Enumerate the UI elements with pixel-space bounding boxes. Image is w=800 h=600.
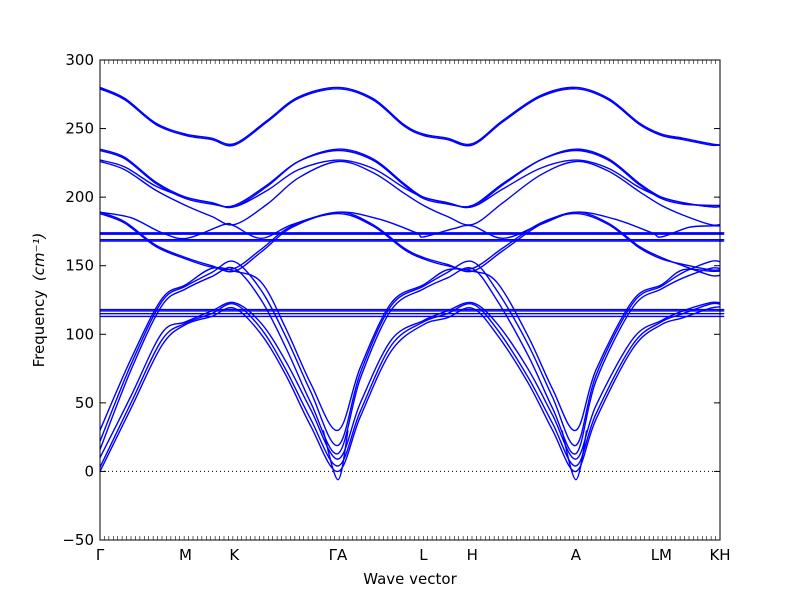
y-tick-label: 100 (65, 325, 94, 343)
x-tick-label: ΓA (329, 546, 348, 564)
plot-frame (99, 59, 721, 541)
tick-layer (99, 59, 721, 541)
x-tick-label: M (179, 546, 192, 564)
x-tick-label: L (419, 546, 428, 564)
y-tick-label: 0 (84, 462, 94, 480)
phonon-branch-12 (99, 212, 721, 271)
y-axis-label-text: Frequency (30, 290, 48, 368)
phonon-branch-18 (99, 160, 721, 226)
phonon-branch-21 (99, 149, 721, 208)
y-tick-label: 300 (65, 51, 94, 69)
series-layer (99, 86, 725, 481)
phonon-branch-6 (99, 266, 721, 431)
y-tick-label: 250 (65, 120, 94, 138)
y-tick-label: −50 (62, 531, 94, 549)
phonon-branch-17 (99, 211, 721, 240)
phonon-branch-22 (99, 86, 721, 146)
x-axis-label: Wave vector (363, 570, 457, 588)
phonon-branch-25 (561, 430, 588, 481)
phonon-branch-23 (99, 88, 721, 147)
x-tick-label: H (467, 546, 478, 564)
x-tick-label: KH (709, 546, 730, 564)
phonon-branch-5 (99, 260, 721, 447)
y-tick-label: 200 (65, 188, 94, 206)
plot-background (100, 60, 720, 540)
x-tick-label: K (229, 546, 240, 564)
phonon-branch-24 (322, 430, 349, 481)
y-axis-label-unit: (cm⁻¹) (30, 233, 48, 282)
phonon-branch-20 (99, 148, 721, 209)
y-tick-label: 150 (65, 257, 94, 275)
y-tick-label: 50 (75, 394, 94, 412)
label-layer: −50 0 50 100 150 200 250 300 Γ M K ΓA L H A LM KH (62, 51, 730, 564)
x-tick-label: LM (651, 546, 672, 564)
x-tick-label: A (571, 546, 582, 564)
y-axis-label: Frequency (cm⁻¹) (30, 233, 48, 368)
phonon-branch-11 (99, 211, 721, 277)
x-tick-label: Γ (96, 546, 105, 564)
